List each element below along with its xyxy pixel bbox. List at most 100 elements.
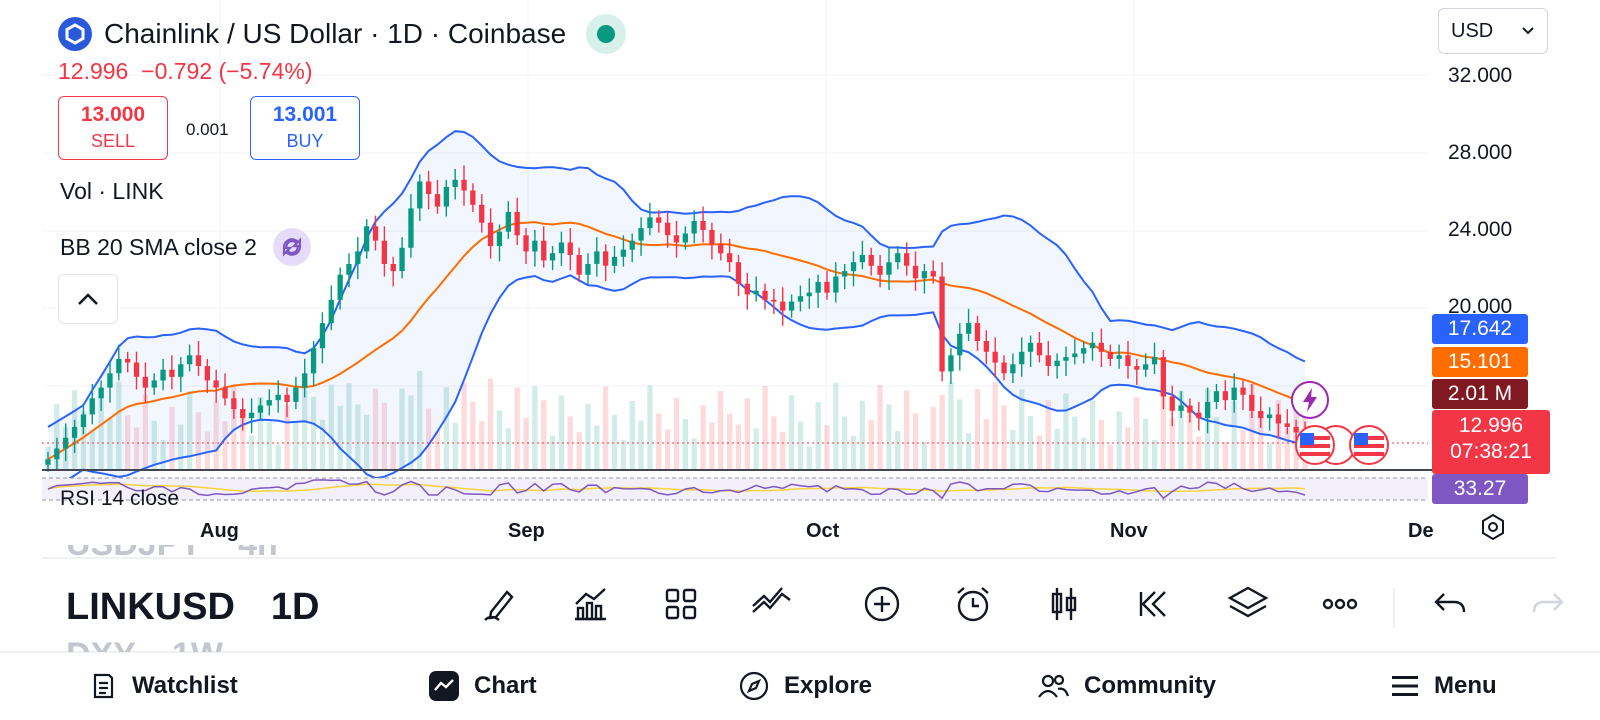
candle-body: [859, 255, 865, 263]
candle-type-icon[interactable]: [1040, 580, 1088, 628]
symbol-wheel-current[interactable]: LINKUSD 1D: [66, 586, 319, 629]
collapse-legend-button[interactable]: [58, 274, 118, 324]
candle-body: [1169, 396, 1175, 411]
volume-bar: [859, 400, 865, 470]
candle-body: [771, 299, 777, 302]
nav-watchlist[interactable]: Watchlist: [88, 652, 238, 720]
volume-bar: [1266, 442, 1273, 470]
candle-body: [187, 355, 193, 365]
candle-body: [195, 355, 202, 366]
candle-body: [346, 264, 352, 275]
layouts-icon[interactable]: [657, 580, 705, 628]
candle-body: [576, 255, 582, 275]
candle-body: [364, 226, 370, 252]
candle-body: [567, 242, 573, 255]
chart-settings-icon[interactable]: [1478, 512, 1508, 547]
volume-bar: [266, 421, 272, 470]
undo-icon[interactable]: [1426, 580, 1474, 628]
symbol-wheel-prev[interactable]: USDJPY 4h: [66, 545, 366, 567]
volume-bar: [417, 371, 423, 470]
candle-body: [293, 387, 299, 402]
symbol-wheel-next[interactable]: DXY 1W: [66, 636, 366, 652]
candle-body: [797, 296, 804, 302]
candle-body: [541, 240, 547, 261]
market-status-icon[interactable]: [586, 14, 627, 54]
rsi-indicator-label[interactable]: RSI 14 close: [60, 487, 180, 510]
redo-icon[interactable]: [1528, 580, 1568, 628]
volume-bar: [930, 406, 936, 470]
volume-bar: [1187, 411, 1193, 470]
draw-icon[interactable]: [475, 580, 523, 628]
layers-icon[interactable]: [1224, 580, 1272, 628]
candle-body: [665, 222, 671, 236]
candle-body: [222, 387, 228, 399]
nav-explore[interactable]: Explore: [738, 652, 872, 720]
volume-bar: [399, 388, 405, 470]
lightning-event-icon[interactable]: [1290, 380, 1330, 425]
candle-body: [266, 400, 272, 406]
candle-body: [302, 373, 308, 388]
candle-body: [125, 358, 131, 363]
candle-body: [629, 240, 635, 250]
volume-bar: [638, 420, 644, 470]
candle-body: [1125, 355, 1131, 366]
current-interval: 1D: [270, 586, 320, 628]
volume-bar: [957, 399, 963, 470]
candle-body: [735, 262, 742, 284]
sell-button[interactable]: 13.000 SELL: [58, 96, 168, 160]
candle-body: [328, 299, 334, 324]
more-icon[interactable]: [1316, 580, 1364, 628]
us-flag-event-icon[interactable]: [1294, 424, 1364, 471]
candle-body: [1222, 391, 1228, 401]
bar-countdown: 07:38:21: [1450, 440, 1532, 463]
alert-icon[interactable]: [949, 580, 997, 628]
nav-menu[interactable]: Menu: [1390, 652, 1497, 720]
candle-body: [620, 249, 626, 257]
candle-body: [939, 276, 945, 372]
candle-body: [647, 217, 653, 229]
volume-bar: [700, 405, 706, 470]
nav-chart[interactable]: Chart: [428, 652, 537, 720]
candle-body: [1293, 427, 1299, 433]
time-tick: Nov: [1110, 520, 1148, 542]
volume-bar: [886, 404, 892, 470]
bb-indicator-legend[interactable]: BB 20 SMA close 2: [60, 228, 311, 266]
nav-community[interactable]: Community: [1036, 652, 1216, 720]
bollinger-band-fill: [48, 131, 1305, 492]
next-symbol: DXY: [66, 636, 136, 652]
volume-bar: [1063, 393, 1069, 470]
volume-bar: [346, 383, 352, 470]
candle-body: [204, 366, 210, 381]
replay-icon[interactable]: [1131, 580, 1179, 628]
volume-indicator-label[interactable]: Vol · LINK: [60, 178, 164, 204]
volume-bar: [868, 420, 874, 470]
symbol-title-text: Chainlink / US Dollar · 1D · Coinbase: [104, 18, 567, 49]
candle-body: [390, 264, 396, 272]
volume-bar: [1001, 405, 1007, 470]
volume-bar: [709, 422, 715, 470]
volume-bar: [1098, 420, 1104, 470]
candle-body: [1036, 342, 1043, 356]
candle-body: [868, 255, 874, 266]
drawings-icon[interactable]: [748, 580, 796, 628]
candle-body: [603, 251, 609, 266]
watchlist-icon: [93, 673, 114, 699]
volume-bar: [169, 406, 175, 470]
symbol-title[interactable]: Chainlink / US Dollar · 1D · Coinbase: [58, 14, 627, 54]
currency-select[interactable]: USD: [1438, 8, 1548, 54]
candle-body: [213, 380, 219, 388]
add-icon[interactable]: [858, 580, 906, 628]
buy-button[interactable]: 13.001 BUY: [250, 96, 360, 160]
candle-body: [275, 394, 281, 401]
candle-body: [718, 244, 724, 254]
candle-body: [1054, 360, 1060, 367]
candle-body: [248, 412, 255, 419]
candle-body: [1266, 414, 1273, 419]
us-flag-event-icon[interactable]: [1348, 424, 1390, 471]
rsi-pane-background: [42, 478, 1428, 500]
volume-bar: [576, 432, 582, 470]
refresh-icon[interactable]: [272, 228, 311, 266]
volume-bar: [408, 395, 414, 470]
indicators-icon[interactable]: [566, 580, 614, 628]
